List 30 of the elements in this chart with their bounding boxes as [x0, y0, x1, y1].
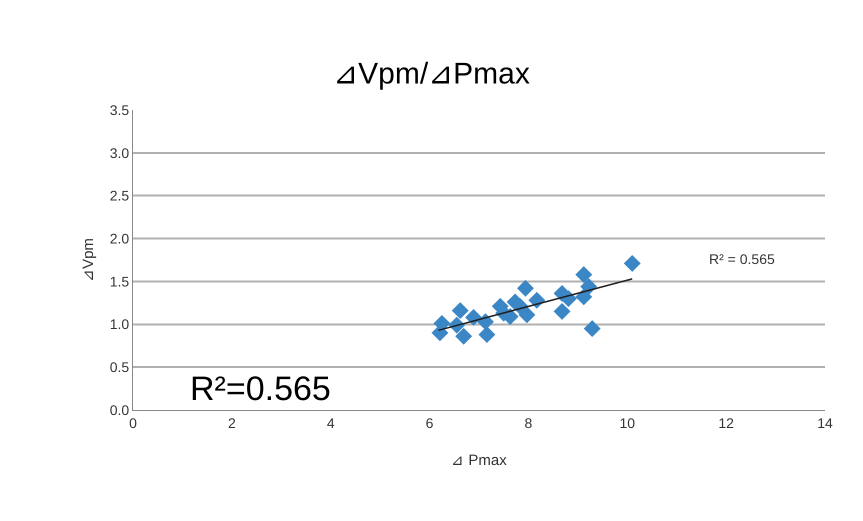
point: [518, 306, 536, 324]
point: [575, 266, 592, 284]
point: [554, 302, 570, 320]
annotation: R² = 0.565: [709, 251, 775, 267]
point: [584, 320, 601, 338]
point: [624, 254, 641, 272]
y-axis-title: ⊿Vpm: [80, 238, 97, 282]
x-tick-label: 10: [620, 414, 636, 431]
x-tick-label: 0: [129, 414, 138, 431]
x-tick-label: 12: [718, 414, 734, 431]
x-axis-title: ⊿ Pmax: [451, 452, 508, 469]
x-tick-label: 6: [426, 414, 434, 431]
y-tick-label: 1.0: [110, 316, 130, 332]
y-tick-label: 0.0: [110, 402, 130, 418]
y-tick-label: 0.5: [110, 359, 130, 376]
y-tick-label: 1.5: [110, 273, 130, 290]
point: [517, 280, 534, 297]
y-tick-label: 3.0: [110, 144, 130, 161]
y-tick-label: 2.5: [110, 188, 130, 204]
chart-title: ⊿Vpm/⊿Pmax: [333, 57, 530, 90]
x-tick-label: 4: [326, 414, 335, 431]
y-tick-label: 2.0: [110, 230, 130, 246]
point: [455, 328, 472, 345]
x-tick-label: 8: [524, 414, 533, 431]
x-tick-label: 2: [228, 414, 236, 431]
y-tick-label: 3.5: [110, 102, 130, 118]
annotation: R²=0.565: [190, 370, 331, 408]
x-tick-label: 14: [817, 414, 833, 431]
point: [478, 326, 496, 344]
point: [452, 302, 469, 320]
